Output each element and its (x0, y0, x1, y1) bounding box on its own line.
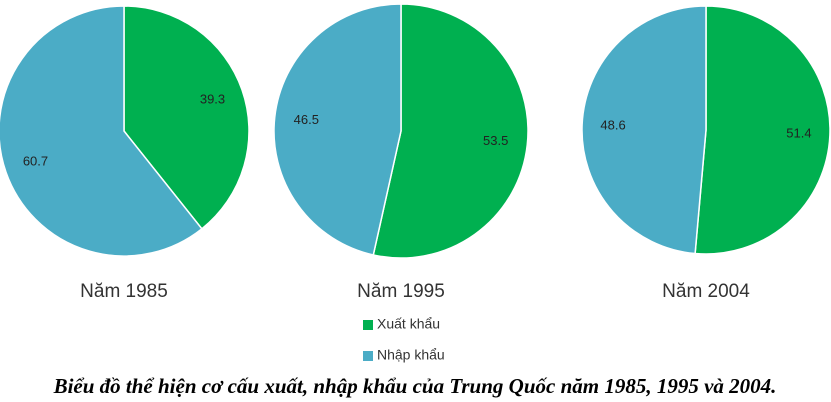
pie-slice (123, 5, 250, 230)
legend-label: Nhập khẩu (377, 347, 445, 363)
value-label: 39.3 (200, 92, 225, 107)
caption: Biểu đồ thể hiện cơ cấu xuất, nhập khẩu … (53, 374, 777, 398)
value-label: 53.5 (483, 133, 508, 148)
legend-swatch (363, 320, 373, 330)
legend-swatch (363, 351, 373, 361)
pie-slice (581, 5, 707, 255)
chart-title: Năm 2004 (662, 281, 750, 302)
chart-title: Năm 1985 (80, 281, 168, 302)
pie-slice (0, 5, 203, 257)
value-label: 46.5 (294, 112, 319, 127)
value-label: 60.7 (23, 153, 48, 168)
value-label: 48.6 (600, 117, 625, 132)
pie-slice (273, 3, 402, 256)
pie-slice (372, 3, 529, 259)
chart-title: Năm 1995 (357, 281, 445, 302)
legend-label: Xuất khẩu (377, 316, 440, 332)
pie-slice (694, 5, 831, 255)
value-label: 51.4 (786, 126, 811, 141)
